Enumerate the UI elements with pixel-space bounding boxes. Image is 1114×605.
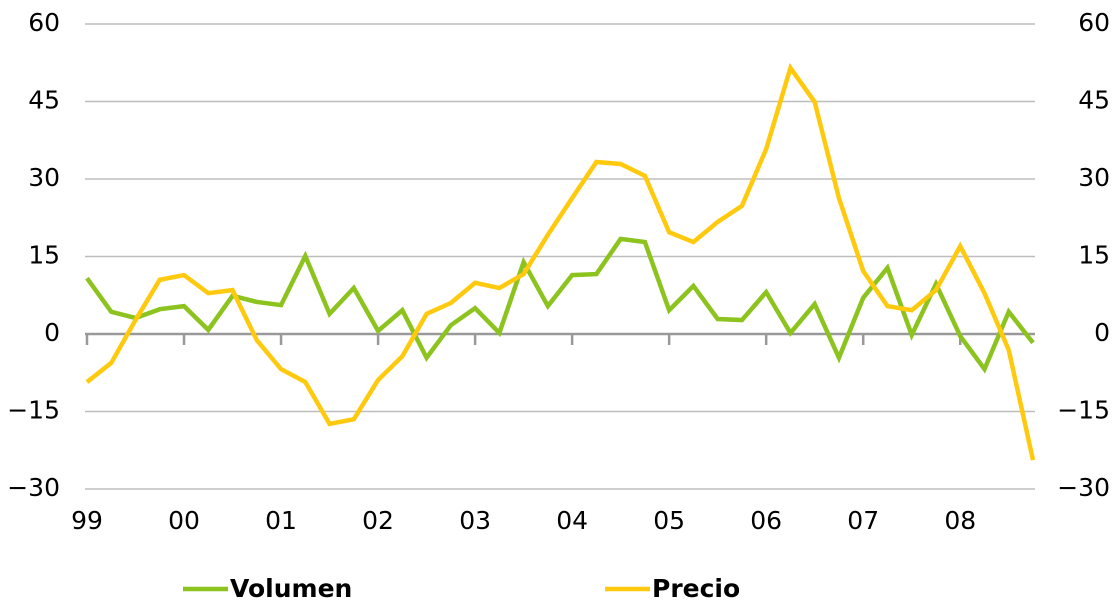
line-series xyxy=(85,236,1035,374)
x-tick-label: 02 xyxy=(362,506,394,535)
y-tick-label: 0 xyxy=(44,318,60,347)
y2-tick-label: 0 xyxy=(1094,318,1110,347)
y2-tick-label: 45 xyxy=(1078,86,1110,115)
y-tick-label: 45 xyxy=(28,86,60,115)
y-tick-label: −30 xyxy=(7,473,60,502)
x-tick-label: 06 xyxy=(750,506,782,535)
x-tick-label: 08 xyxy=(944,506,976,535)
y2-tick-label: 30 xyxy=(1078,163,1110,192)
x-tick-label: 00 xyxy=(168,506,200,535)
x-tick-label: 04 xyxy=(556,506,588,535)
y2-tick-label: −15 xyxy=(1057,396,1110,425)
y-tick-label: −15 xyxy=(7,396,60,425)
legend-label: Volumen xyxy=(230,574,352,603)
line-series xyxy=(85,62,1036,461)
x-tick-label: 99 xyxy=(71,506,103,535)
y-tick-label: 60 xyxy=(28,8,60,37)
x-tick-label: 05 xyxy=(653,506,685,535)
x-tick-label: 03 xyxy=(459,506,491,535)
x-tick-label: 01 xyxy=(265,506,297,535)
legend-label: Precio xyxy=(652,574,740,603)
y-tick-label: 15 xyxy=(28,241,60,270)
y2-tick-label: 15 xyxy=(1078,241,1110,270)
x-tick-label: 07 xyxy=(847,506,879,535)
y2-tick-label: −30 xyxy=(1057,473,1110,502)
y-tick-label: 30 xyxy=(28,163,60,192)
y2-tick-label: 60 xyxy=(1078,8,1110,37)
